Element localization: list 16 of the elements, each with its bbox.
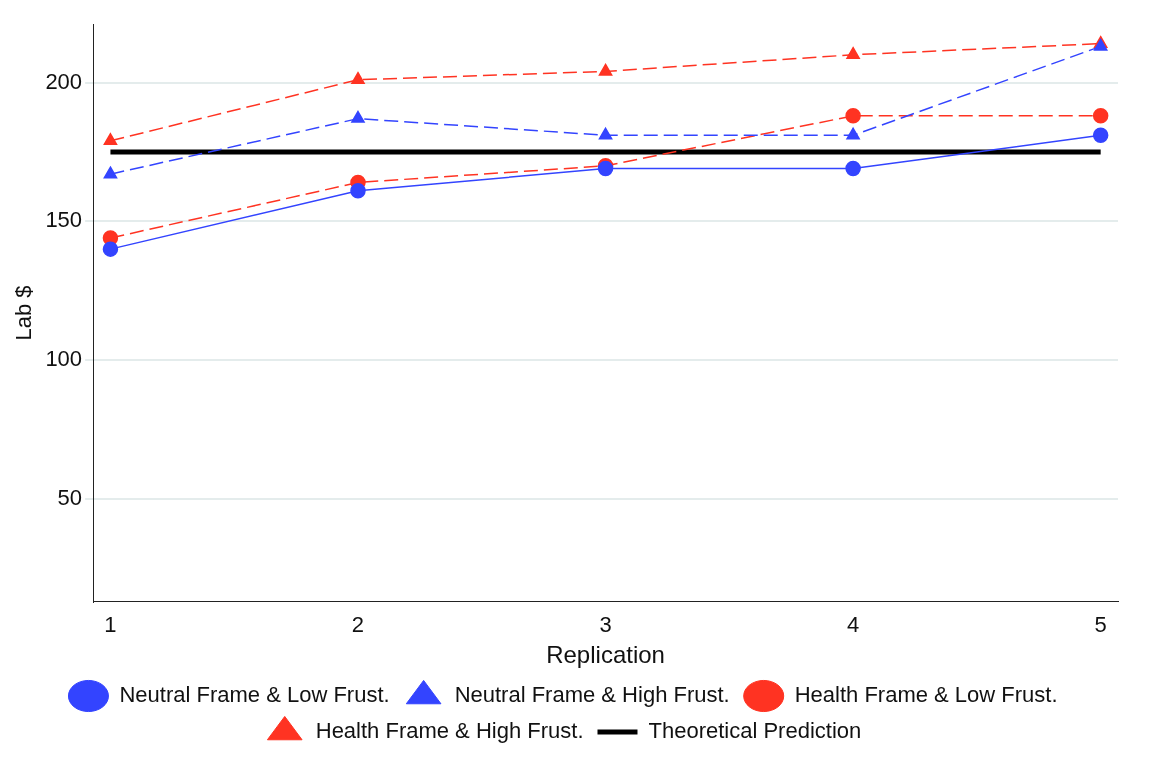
x-tick-label: 2 xyxy=(351,612,365,638)
y-tick-label: 100 xyxy=(45,346,83,372)
legend-label: Neutral Frame & Low Frust. xyxy=(119,682,390,708)
y-tick-label: 50 xyxy=(57,485,83,511)
x-tick-label: 4 xyxy=(846,612,860,638)
x-tick-label: 5 xyxy=(1094,612,1107,638)
y-axis-title: Lab $ xyxy=(11,285,37,341)
x-axis-title: Replication xyxy=(546,641,665,669)
legend-label: Health Frame & High Frust. xyxy=(315,718,584,744)
x-tick-label: 1 xyxy=(104,612,117,638)
y-tick-label: 150 xyxy=(45,207,83,233)
x-tick-label: 3 xyxy=(599,612,612,638)
legend-label: Theoretical Prediction xyxy=(648,718,862,744)
legend-label: Health Frame & Low Frust. xyxy=(794,682,1058,708)
legend-label: Neutral Frame & High Frust. xyxy=(454,682,730,708)
y-tick-label: 200 xyxy=(45,68,83,94)
